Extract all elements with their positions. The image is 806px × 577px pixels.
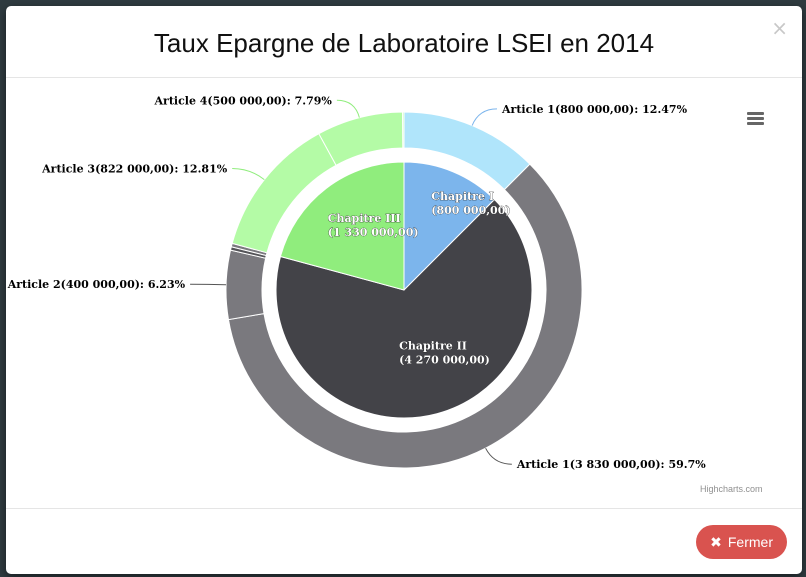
modal-title: Taux Epargne de Laboratoire LSEI en 2014 [153,28,655,58]
inner-slice[interactable] [403,161,496,292]
close-button-label: Fermer [727,534,773,550]
modal-header: Taux Epargne de Laboratoire LSEI en 2014… [6,6,802,78]
outer-slice-label: Article 1(800 000,00): 12.47% [501,103,688,116]
outer-slice[interactable] [227,163,583,469]
hamburger-menu-icon[interactable] [747,110,764,127]
modal-body: Chapitre I (800 000,00) Chapitre II (4 270 … [6,78,802,508]
inner-slice[interactable] [275,198,533,419]
label-connector [232,168,265,181]
inner-slice-label: Chapitre II [399,339,467,352]
outer-slice[interactable] [318,111,404,166]
label-connector [336,99,360,118]
inner-slice-label: Chapitre III [328,212,401,225]
inner-slice-value: (800 000,00) [431,204,510,217]
pie-chart: Chapitre I(800 000,00) Chapitre II(4 270 … [7,94,707,471]
chart-modal: Taux Epargne de Laboratoire LSEI en 2014… [6,6,802,574]
label-connector [485,447,512,465]
outer-slice[interactable] [225,249,267,321]
inner-slice-value: (1 330 000,00) [328,226,419,239]
inner-slice-value: (4 270 000,00) [399,353,490,366]
outer-slice-label: Article 3(822 000,00): 12.81% [41,163,228,176]
outer-slice-label: Article 4(500 000,00): 7.79% [153,94,332,107]
label-connector [471,108,498,126]
outer-slice-label: Article 1(3 830 000,00): 59.7% [516,458,706,471]
highcharts-credit[interactable]: Highcharts.com [700,484,763,494]
outer-slice-label: Article 2(400 000,00): 6.23% [7,278,186,291]
outer-slice[interactable] [402,111,405,149]
times-icon: ✖ [710,533,722,550]
inner-slice-label: Chapitre I [431,190,494,203]
inner-slice[interactable] [279,161,405,291]
close-icon[interactable]: × [771,16,788,40]
close-button[interactable]: ✖ Fermer [696,525,787,559]
modal-footer: ✖ Fermer [6,508,802,575]
label-connector [190,283,227,286]
